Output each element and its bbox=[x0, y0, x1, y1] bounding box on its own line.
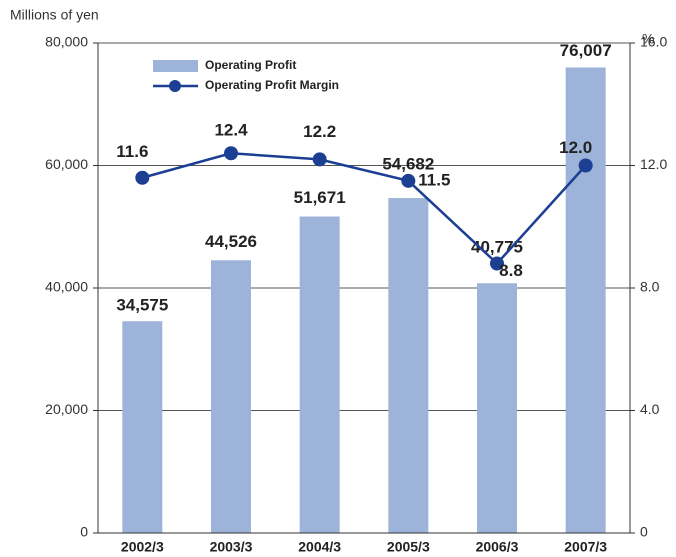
bar bbox=[565, 67, 606, 533]
x-tick-label: 2007/3 bbox=[564, 539, 607, 555]
y-tick-label: 0 bbox=[80, 524, 88, 540]
y2-tick-label: 0 bbox=[640, 524, 648, 540]
line-point bbox=[224, 146, 238, 161]
y-tick-label: 40,000 bbox=[45, 279, 88, 295]
line-point bbox=[490, 256, 504, 271]
line-point bbox=[312, 152, 327, 167]
bar bbox=[388, 198, 429, 533]
y2-tick-label: 4.0 bbox=[640, 401, 660, 417]
y-tick-label: 80,000 bbox=[45, 34, 88, 50]
bar-value-label: 76,007 bbox=[560, 41, 612, 60]
line-value-label: 8.8 bbox=[499, 261, 523, 280]
line-value-label: 12.2 bbox=[303, 122, 336, 141]
bar bbox=[122, 321, 163, 533]
legend-swatch bbox=[169, 80, 181, 92]
x-tick-label: 2004/3 bbox=[298, 539, 341, 555]
bar-value-label: 34,575 bbox=[116, 296, 168, 315]
x-tick-label: 2003/3 bbox=[210, 539, 253, 555]
line-point bbox=[578, 158, 593, 173]
line-value-label: 12.0 bbox=[559, 138, 592, 157]
bar bbox=[299, 216, 340, 533]
x-tick-label: 2002/3 bbox=[121, 539, 164, 555]
line bbox=[142, 151, 587, 266]
y-tick-label: 60,000 bbox=[45, 156, 88, 172]
x-tick-label: 2006/3 bbox=[476, 539, 519, 555]
bar-value-label: 44,526 bbox=[205, 232, 257, 251]
legend-swatch bbox=[153, 60, 198, 72]
y2-tick-label: 8.0 bbox=[640, 279, 660, 295]
line-point bbox=[401, 173, 416, 188]
line-value-label: 11.6 bbox=[116, 142, 148, 161]
line-value-label: 12.4 bbox=[214, 121, 248, 140]
bar-value-label: 54,682 bbox=[382, 155, 434, 174]
y2-tick-label: 12.0 bbox=[640, 156, 667, 172]
y-tick-label: 20,000 bbox=[45, 401, 88, 417]
y2-tick-label: 16.0 bbox=[640, 34, 667, 50]
legend-label: Operating Profit Margin bbox=[205, 78, 339, 92]
bar bbox=[477, 283, 517, 533]
bar-value-label: 51,671 bbox=[294, 188, 346, 207]
y2-axis-label: % bbox=[642, 31, 654, 47]
line-point bbox=[135, 170, 150, 185]
line-value-label: 11.5 bbox=[418, 170, 450, 189]
x-tick-label: 2005/3 bbox=[387, 539, 430, 555]
legend-label: Operating Profit bbox=[205, 58, 296, 72]
y-axis-label: Millions of yen bbox=[10, 7, 99, 23]
bar bbox=[211, 260, 251, 533]
